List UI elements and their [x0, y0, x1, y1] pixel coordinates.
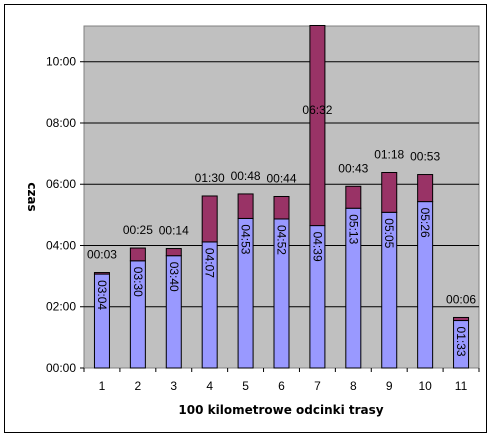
bar-segment-top — [237, 193, 254, 219]
bar-segment-top — [165, 248, 182, 257]
y-tick-label: 04:00 — [46, 238, 76, 252]
x-tick-label: 8 — [350, 379, 357, 393]
bar-segment-top — [453, 316, 470, 322]
x-tick-label: 7 — [314, 379, 321, 393]
data-label-top: 06:32 — [302, 103, 332, 117]
x-tick-label: 4 — [206, 379, 213, 393]
bar-segment-top — [417, 174, 434, 203]
bar-segment-top — [273, 195, 290, 220]
data-label-top: 01:30 — [195, 171, 225, 185]
x-axis-ticks: 1 2 3 4 5 6 7 8 9 10 11 — [83, 368, 480, 393]
data-label-top: 00:14 — [159, 224, 189, 238]
y-tick-label: 08:00 — [46, 116, 76, 130]
data-label-base: 01:33 — [454, 327, 468, 357]
data-labels: 03:04 00:03 03:30 00:25 03:40 00:14 04:07 01:30… — [87, 103, 476, 357]
data-label-base: 05:13 — [346, 214, 360, 244]
x-axis-title: 100 kilometrowe odcinki trasy — [178, 403, 383, 417]
data-label-top: 00:06 — [446, 292, 476, 306]
x-tick-label: 1 — [99, 379, 106, 393]
bar-segment-top — [93, 272, 110, 275]
data-label-base: 04:39 — [310, 232, 324, 262]
data-label-base: 04:53 — [239, 224, 253, 254]
data-label-top: 00:03 — [87, 248, 117, 262]
bars — [93, 24, 470, 369]
x-tick-label: 2 — [135, 379, 142, 393]
bar-segment-top — [345, 185, 362, 209]
data-label-top: 00:25 — [123, 223, 153, 237]
data-label-base: 03:30 — [131, 267, 145, 297]
data-label-base: 04:52 — [275, 225, 289, 255]
x-tick-label: 3 — [170, 379, 177, 393]
data-label-base: 04:07 — [203, 248, 217, 278]
data-label-top: 00:43 — [338, 161, 368, 175]
bar-segment-top — [201, 195, 218, 243]
bar-segment-top — [129, 247, 146, 262]
x-tick-label: 6 — [278, 379, 285, 393]
x-tick-label: 10 — [418, 379, 432, 393]
y-tick-label: 02:00 — [46, 300, 76, 314]
y-tick-label: 00:00 — [46, 361, 76, 375]
data-label-base: 05:05 — [382, 218, 396, 248]
data-label-base: 05:26 — [418, 208, 432, 238]
bar-segment-top — [381, 171, 398, 213]
data-label-top: 01:18 — [374, 147, 404, 161]
bar-segment-top — [309, 24, 326, 227]
data-label-base: 03:40 — [167, 262, 181, 292]
y-axis-ticks: 00:00 02:00 04:00 06:00 08:00 10:00 — [46, 55, 84, 375]
y-tick-label: 10:00 — [46, 55, 76, 69]
x-tick-label: 11 — [455, 379, 468, 393]
x-tick-label: 5 — [242, 379, 249, 393]
y-tick-label: 06:00 — [46, 177, 76, 191]
data-label-top: 00:48 — [231, 169, 261, 183]
data-label-base: 03:04 — [95, 280, 109, 310]
y-axis-title: czas — [25, 182, 39, 211]
data-label-top: 00:44 — [266, 171, 296, 185]
x-tick-label: 9 — [386, 379, 393, 393]
data-label-top: 00:53 — [410, 150, 440, 164]
